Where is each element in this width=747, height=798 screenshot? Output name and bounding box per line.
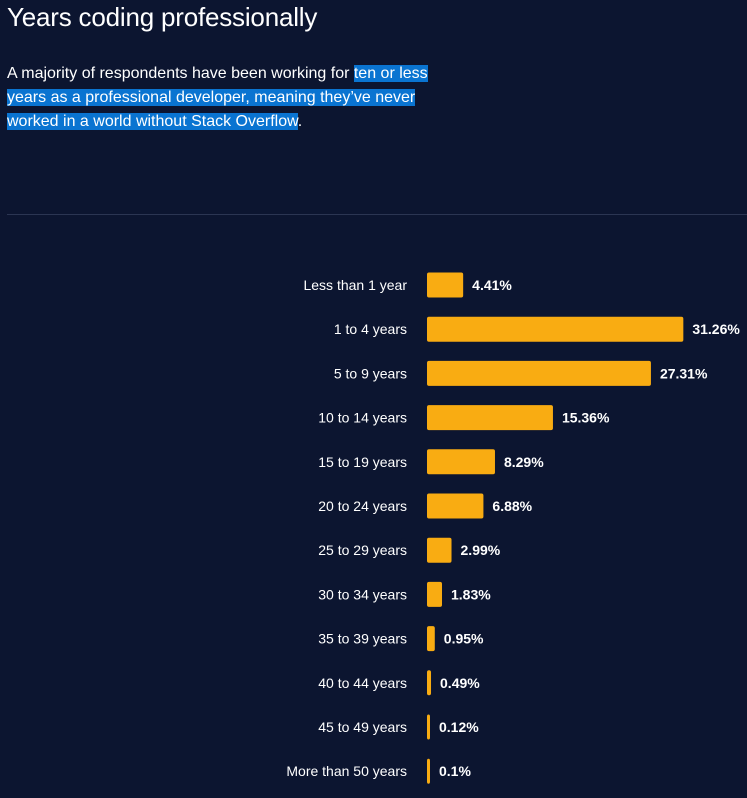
value-label: 0.49% xyxy=(440,675,480,691)
bar xyxy=(427,272,464,298)
category-label: 40 to 44 years xyxy=(318,675,407,691)
category-label: 10 to 14 years xyxy=(318,410,407,426)
category-label: 35 to 39 years xyxy=(318,631,407,647)
chart-title: Years coding professionally xyxy=(7,2,318,32)
value-label: 1.83% xyxy=(451,586,491,602)
description-text: A majority of respondents have been work… xyxy=(7,65,354,82)
bar xyxy=(427,537,452,563)
value-label: 0.1% xyxy=(439,763,471,779)
category-label: 30 to 34 years xyxy=(318,586,407,602)
category-label: Less than 1 year xyxy=(303,277,407,293)
category-label: More than 50 years xyxy=(286,763,407,779)
category-label: 20 to 24 years xyxy=(318,498,407,514)
description-end: . xyxy=(297,113,303,130)
bar xyxy=(427,758,430,784)
bar xyxy=(427,493,484,519)
bar xyxy=(427,670,432,696)
bar xyxy=(427,360,651,386)
category-label: 25 to 29 years xyxy=(318,542,407,558)
category-label: 45 to 49 years xyxy=(318,719,407,735)
value-label: 27.31% xyxy=(660,365,708,381)
value-label: 4.41% xyxy=(472,277,512,293)
category-label: 5 to 9 years xyxy=(334,365,407,381)
bar xyxy=(427,316,684,342)
value-label: 2.99% xyxy=(461,542,501,558)
value-label: 0.95% xyxy=(444,631,484,647)
category-label: 1 to 4 years xyxy=(334,321,407,337)
bar xyxy=(427,626,435,652)
category-label: 15 to 19 years xyxy=(318,454,407,470)
bar xyxy=(427,405,553,431)
value-label: 31.26% xyxy=(692,321,740,337)
value-label: 0.12% xyxy=(439,719,479,735)
section-divider xyxy=(7,214,747,215)
value-label: 15.36% xyxy=(562,410,610,426)
value-label: 8.29% xyxy=(504,454,544,470)
bar xyxy=(427,581,443,607)
bar xyxy=(427,714,430,740)
value-label: 6.88% xyxy=(492,498,532,514)
chart-description: A majority of respondents have been work… xyxy=(7,62,447,134)
bar xyxy=(427,449,495,475)
